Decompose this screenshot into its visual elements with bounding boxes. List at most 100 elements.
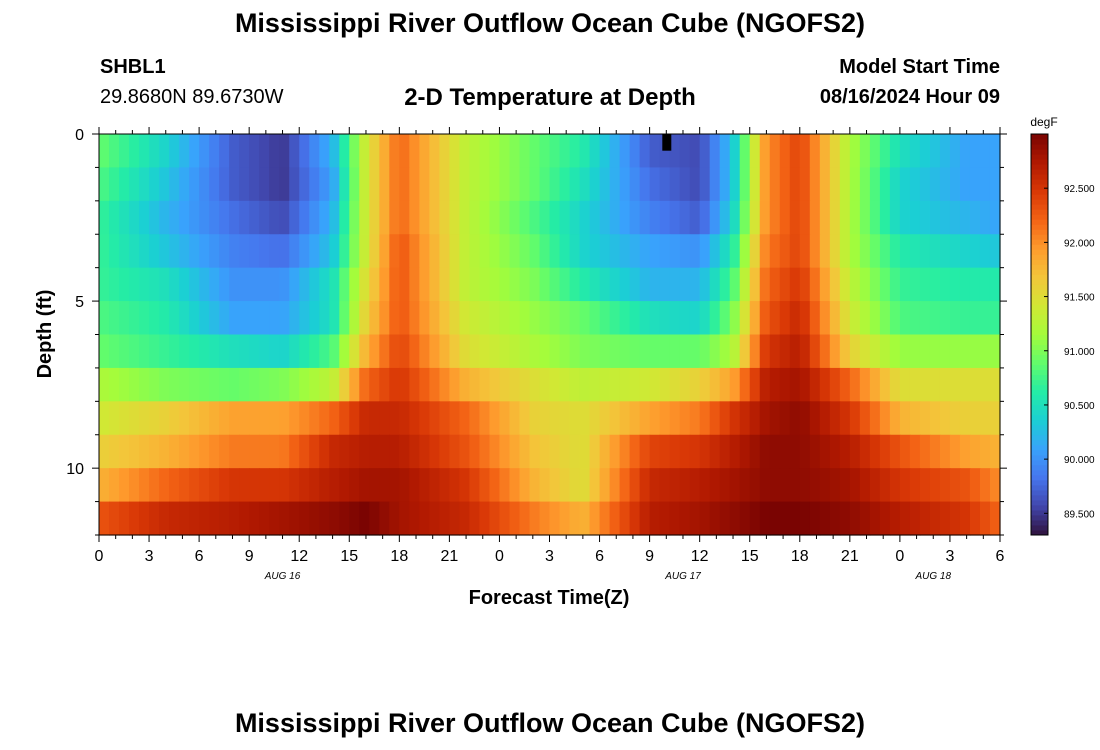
- colorbar-segment: [1031, 449, 1048, 456]
- heatmap-cell: [949, 468, 961, 503]
- colorbar-segment: [1031, 464, 1048, 471]
- heatmap-cell: [659, 200, 671, 235]
- heatmap-cell: [649, 401, 661, 436]
- heatmap-cell: [819, 334, 831, 369]
- heatmap-cell: [409, 200, 420, 235]
- heatmap-cell: [409, 501, 420, 536]
- heatmap-cell: [769, 468, 781, 503]
- colorbar-segment: [1031, 234, 1048, 240]
- heatmap-cell: [459, 434, 471, 469]
- heatmap-cell: [229, 401, 240, 436]
- heatmap-cell: [199, 167, 210, 202]
- heatmap-cell: [309, 334, 320, 369]
- heatmap-cell: [519, 134, 531, 169]
- x-tick-label: 15: [340, 548, 358, 565]
- heatmap-cell: [769, 367, 781, 402]
- heatmap-cell: [139, 234, 150, 269]
- heatmap-cell: [279, 334, 290, 369]
- heatmap-cell: [809, 434, 821, 469]
- heatmap-cell: [639, 468, 651, 503]
- heatmap-cell: [189, 367, 200, 402]
- heatmap-cell: [629, 234, 641, 269]
- heatmap-cell: [629, 501, 641, 536]
- heatmap-cell: [249, 267, 260, 302]
- colorbar-segment: [1031, 219, 1048, 225]
- heatmap-cell: [289, 501, 300, 536]
- heatmap-cell: [879, 234, 891, 269]
- colorbar-segment: [1031, 144, 1048, 150]
- heatmap-cell: [659, 167, 671, 202]
- heatmap-cell: [889, 234, 901, 269]
- heatmap-cell: [779, 468, 791, 503]
- heatmap-cell: [849, 334, 861, 369]
- x-tick-label: 12: [691, 548, 709, 565]
- heatmap-cell: [949, 434, 961, 469]
- heatmap-cell: [419, 234, 430, 269]
- heatmap-cell: [859, 167, 871, 202]
- heatmap-cell: [349, 334, 360, 369]
- heatmap-cell: [339, 367, 350, 402]
- heatmap-cell: [729, 200, 741, 235]
- heatmap-cell: [829, 401, 841, 436]
- colorbar-segment: [1031, 499, 1048, 506]
- heatmap-cell: [329, 334, 340, 369]
- heatmap-cell: [809, 334, 821, 369]
- heatmap-cell: [859, 334, 871, 369]
- heatmap-cell: [529, 468, 541, 503]
- heatmap-cell: [399, 167, 410, 202]
- heatmap-cell: [609, 301, 621, 336]
- heatmap-cell: [869, 200, 881, 235]
- heatmap-cell: [809, 200, 821, 235]
- heatmap-cell: [639, 167, 651, 202]
- heatmap-cell: [699, 167, 711, 202]
- heatmap-cell: [329, 234, 340, 269]
- heatmap-cell: [849, 200, 861, 235]
- heatmap-cell: [659, 401, 671, 436]
- heatmap-cell: [429, 367, 440, 402]
- colorbar-segment: [1031, 289, 1048, 295]
- heatmap-cell: [299, 468, 310, 503]
- heatmap-cell: [489, 401, 501, 436]
- heatmap-cell: [689, 334, 701, 369]
- heatmap-cell: [269, 367, 280, 402]
- heatmap-cell: [739, 401, 751, 436]
- heatmap-cell: [629, 167, 641, 202]
- heatmap-cell: [979, 434, 991, 469]
- heatmap-cell: [689, 167, 701, 202]
- heatmap-cell: [769, 301, 781, 336]
- heatmap-cell: [259, 401, 270, 436]
- heatmap-cell: [499, 167, 511, 202]
- heatmap-cell: [299, 401, 310, 436]
- x-tick-label: 12: [290, 548, 308, 565]
- heatmap-cell: [689, 367, 701, 402]
- heatmap-cell: [759, 167, 771, 202]
- heatmap-cell: [559, 267, 571, 302]
- heatmap-cell: [959, 301, 971, 336]
- heatmap-cell: [189, 401, 200, 436]
- heatmap-cell: [639, 234, 651, 269]
- heatmap-cell: [129, 434, 140, 469]
- heatmap-cell: [689, 434, 701, 469]
- colorbar-segment: [1031, 509, 1048, 516]
- heatmap-cell: [589, 200, 601, 235]
- heatmap-cell: [109, 401, 120, 436]
- heatmap-cell: [389, 468, 400, 503]
- heatmap-cell: [159, 434, 170, 469]
- heatmap-cell: [319, 234, 330, 269]
- heatmap-cell: [969, 468, 981, 503]
- heatmap-cell: [479, 334, 491, 369]
- heatmap-cell: [349, 434, 360, 469]
- heatmap-cell: [669, 367, 681, 402]
- colorbar-segment: [1031, 194, 1048, 200]
- heatmap-cell: [749, 234, 761, 269]
- heatmap-cell: [249, 401, 260, 436]
- heatmap-cell: [199, 234, 210, 269]
- heatmap-cell: [629, 301, 641, 336]
- heatmap-cell: [699, 134, 711, 169]
- colorbar-segment: [1031, 329, 1048, 335]
- heatmap-cell: [889, 401, 901, 436]
- heatmap-cell: [139, 167, 150, 202]
- heatmap-cell: [759, 334, 771, 369]
- heatmap-cell: [669, 434, 681, 469]
- heatmap-cell: [889, 501, 901, 536]
